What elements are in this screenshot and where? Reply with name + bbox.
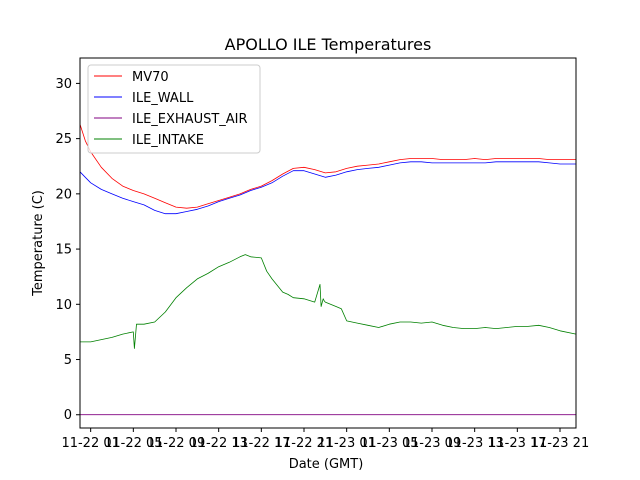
series-line-ile-wall: [79, 161, 576, 215]
x-tick-label: 11-23 13: [445, 436, 503, 451]
x-tick-label: 11-23 01: [317, 436, 375, 451]
legend-label-ile-wall: ILE_WALL: [132, 91, 194, 106]
y-tick-label: 25: [55, 132, 72, 147]
chart-title: APOLLO ILE Temperatures: [225, 35, 432, 54]
x-tick-label: 11-22 17: [232, 436, 290, 451]
plot-area: [79, 57, 577, 429]
plot-frame: [79, 57, 577, 429]
series-layer: [79, 124, 577, 416]
series-line-ile-intake: [80, 254, 577, 349]
y-tick-label: 0: [64, 408, 72, 423]
x-tick-label: 11-23 17: [488, 436, 546, 451]
series-line-mv70: [79, 124, 576, 209]
y-tick-label: 10: [55, 298, 72, 313]
x-tick-label: 11-22 13: [189, 436, 247, 451]
legend-label-mv70: MV70: [132, 70, 169, 85]
x-tick-label: 11-23 21: [531, 436, 589, 451]
y-tick-label: 5: [64, 353, 72, 368]
x-axis-label: Date (GMT): [289, 457, 364, 472]
x-tick-label: 11-22 09: [147, 436, 205, 451]
x-tick-label: 11-22 05: [104, 436, 162, 451]
legend-box: [87, 64, 261, 154]
x-tick-label: 11-23 09: [403, 436, 461, 451]
legend-label-ile-exhaust-air: ILE_EXHAUST_AIR: [132, 112, 248, 127]
y-tick-label: 30: [55, 77, 72, 92]
x-tick-label: 11-22 21: [275, 436, 333, 451]
y-tick-label: 15: [55, 243, 72, 258]
y-axis-label: Temperature (C): [31, 190, 46, 297]
y-tick-label: 20: [55, 187, 72, 202]
legend-label-ile-intake: ILE_INTAKE: [132, 133, 204, 148]
y-axis: 0 5 10 15 20 25 30: [55, 77, 80, 423]
x-tick-label: 11-23 05: [360, 436, 418, 451]
x-tick-label: 11-22 01: [61, 436, 119, 451]
legend: MV70 ILE_WALL ILE_EXHAUST_AIR ILE_INTAKE: [87, 64, 261, 154]
